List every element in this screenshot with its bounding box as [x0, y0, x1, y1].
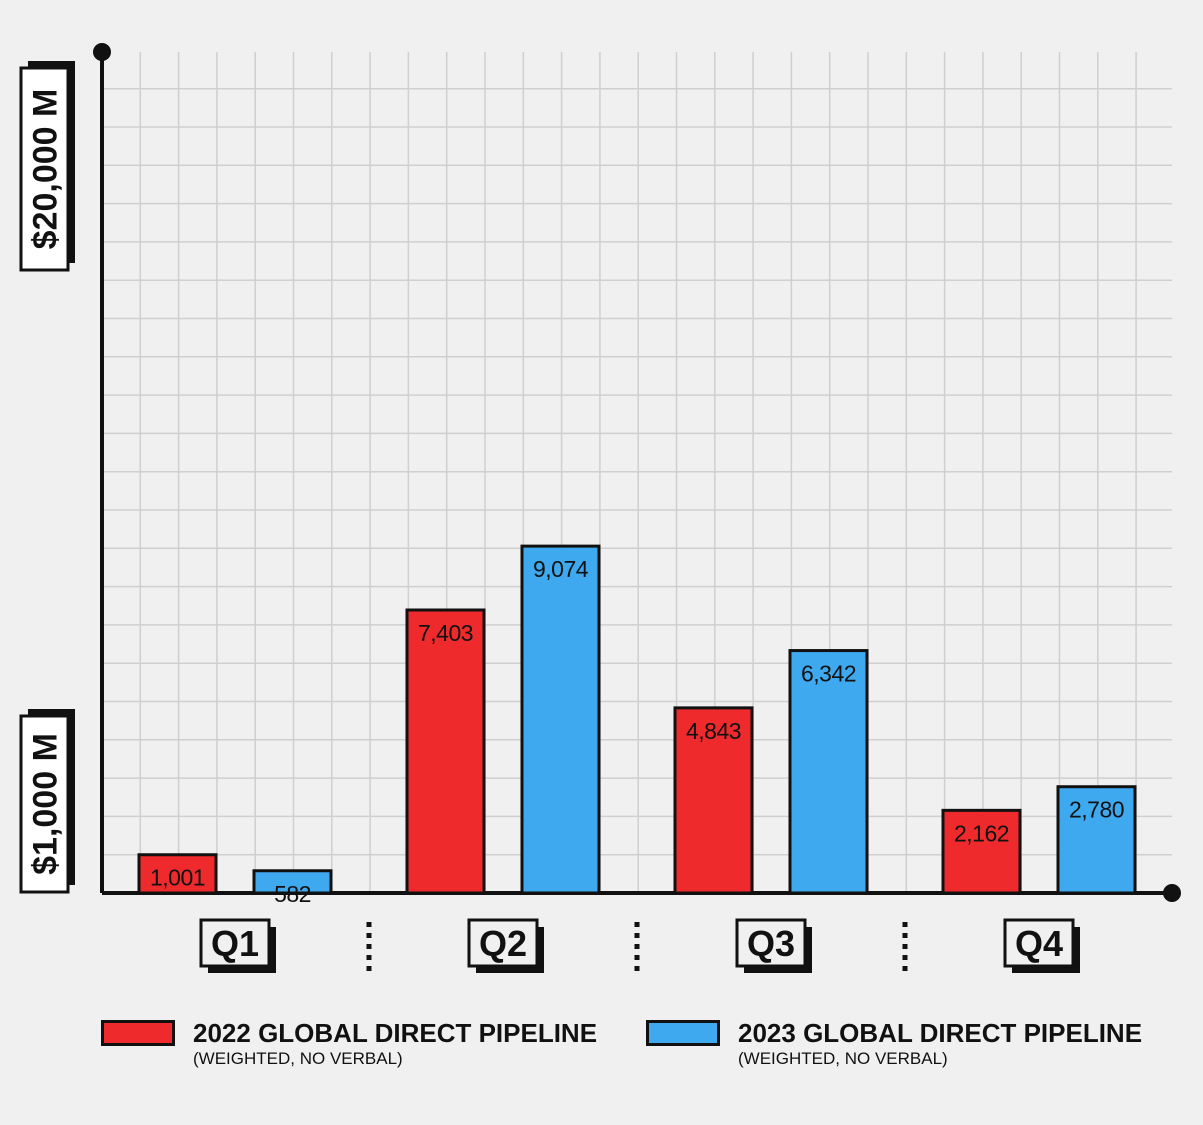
bar-value-label: 2,162: [954, 820, 1009, 846]
x-axis-end-dot: [1163, 884, 1181, 902]
bar-q3-2023: [788, 649, 869, 895]
quarter-box: [467, 918, 539, 968]
bar-q4-2023: [1056, 785, 1137, 895]
bar-value-label: 7,403: [418, 620, 473, 646]
bar-value-label: 4,843: [686, 718, 741, 744]
legend-text-2022: 2022 GLOBAL DIRECT PIPELINE (WEIGHTED, N…: [193, 1018, 597, 1070]
bar-q2-2023: [520, 544, 601, 895]
legend-2023: 2023 GLOBAL DIRECT PIPELINE (WEIGHTED, N…: [646, 1018, 1142, 1070]
chart-axes: [93, 43, 1181, 902]
quarter-separator-dot: [634, 933, 640, 938]
y-axis-labels: $20,000 M $1,000 M: [19, 61, 75, 894]
quarter-separator-dot: [902, 966, 908, 971]
y-axis-label-high-box: [19, 66, 70, 272]
pipeline-bar-chart: 1,001 582 7,403 9,074 4,843 6,342 2,162 2,780 Q…: [19, 43, 1181, 973]
legend-swatch-2023: [646, 1020, 720, 1046]
legend-2022: 2022 GLOBAL DIRECT PIPELINE (WEIGHTED, N…: [101, 1018, 597, 1070]
quarter-label: Q4: [1015, 923, 1063, 964]
quarter-separator-dot: [366, 966, 372, 971]
bar-q3-2022: [673, 706, 754, 895]
legend-series-note: (WEIGHTED, NO VERBAL): [193, 1049, 403, 1068]
y-axis-label-high: $20,000 M: [27, 89, 65, 250]
bar-value-label: 6,342: [801, 661, 856, 687]
bar-q1-2023: [252, 869, 333, 895]
quarter-separator-dot: [366, 922, 372, 927]
legend-series-name: 2023 GLOBAL DIRECT PIPELINE: [738, 1018, 1143, 1048]
quarter-separator-dot: [902, 944, 908, 949]
legend-series-name: 2022 GLOBAL DIRECT PIPELINE: [193, 1018, 598, 1048]
quarter-separator-dot: [902, 955, 908, 960]
y-axis-label-low-box: [19, 714, 70, 894]
quarter-label: Q3: [747, 923, 795, 964]
quarter-separator-dot: [634, 966, 640, 971]
quarter-label: Q1: [211, 923, 259, 964]
bar-q1-2022: [137, 853, 218, 895]
bar-value-label: 582: [274, 881, 311, 907]
quarter-separator-dot: [902, 922, 908, 927]
quarter-separator-dot: [634, 955, 640, 960]
quarter-separator-dot: [634, 922, 640, 927]
quarter-labels: Q1 Q2 Q3 Q4: [199, 918, 1080, 973]
quarter-box: [199, 918, 271, 968]
quarter-box: [1003, 918, 1075, 968]
quarter-separator-dot: [366, 933, 372, 938]
chart-grid: [102, 52, 1172, 893]
legend-text-2023: 2023 GLOBAL DIRECT PIPELINE (WEIGHTED, N…: [738, 1018, 1142, 1070]
y-axis-end-dot: [93, 43, 111, 61]
quarter-separator-dot: [902, 933, 908, 938]
quarter-separator-dot: [634, 944, 640, 949]
bar-value-label: 1,001: [150, 865, 205, 891]
bar-value-label: 2,780: [1069, 797, 1124, 823]
quarter-box: [735, 918, 807, 968]
chart-bars: 1,001 582 7,403 9,074 4,843 6,342 2,162 2,780: [137, 544, 1137, 907]
legend-series-note: (WEIGHTED, NO VERBAL): [738, 1049, 948, 1068]
y-axis-label-low: $1,000 M: [27, 733, 65, 875]
legend-swatch-2022: [101, 1020, 175, 1046]
quarter-label: Q2: [479, 923, 527, 964]
bar-q2-2022: [405, 608, 486, 895]
bar-q4-2022: [941, 808, 1022, 895]
quarter-separator-dot: [366, 955, 372, 960]
bar-value-label: 9,074: [533, 556, 589, 582]
quarter-separator-dot: [366, 944, 372, 949]
